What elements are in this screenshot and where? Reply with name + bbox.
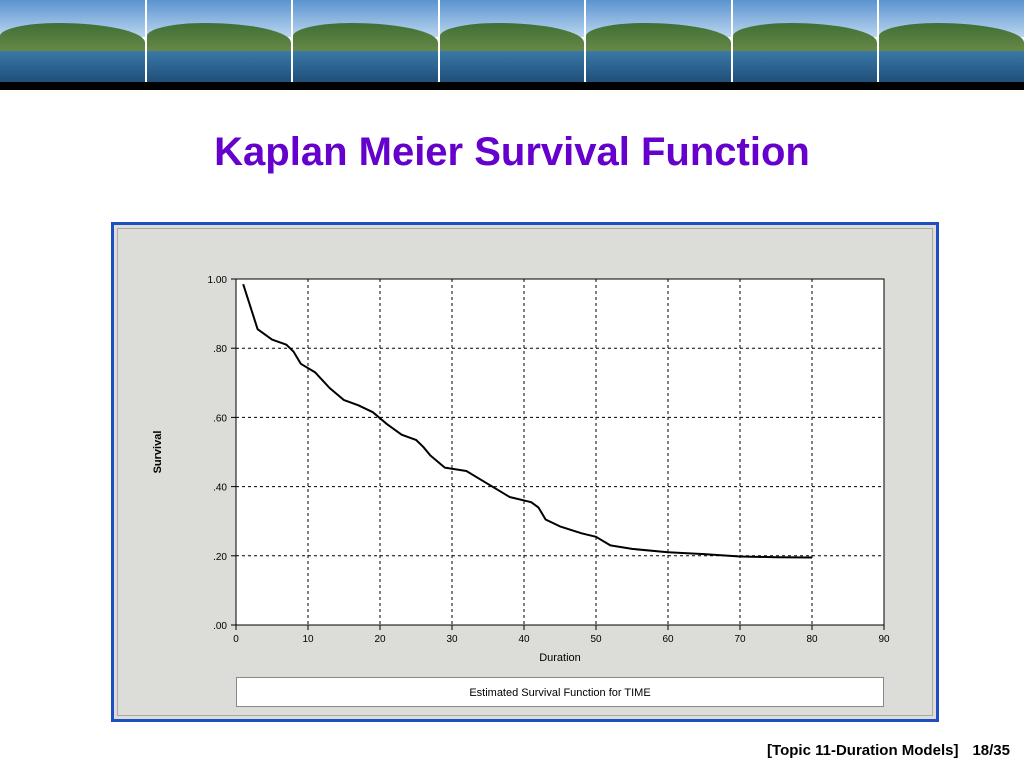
banner-photo [146, 0, 292, 82]
x-tick-label: 10 [302, 634, 314, 645]
x-tick-label: 80 [806, 634, 818, 645]
survival-chart: 0 10 20 30 40 50 60 70 80 90 .00 .20 .40 .60 .80 1.00 Du… [152, 275, 890, 664]
x-axis-label: Duration [539, 652, 581, 664]
x-tick-label: 30 [446, 634, 458, 645]
x-tick-label: 70 [734, 634, 746, 645]
banner-photo-strip [0, 0, 1024, 82]
slide-title: Kaplan Meier Survival Function [214, 130, 810, 174]
x-tick-label: 60 [662, 634, 674, 645]
chart-panel: 0 10 20 30 40 50 60 70 80 90 .00 .20 .40 .60 .80 1.00 Du… [117, 228, 933, 716]
x-tick-label: 40 [518, 634, 530, 645]
y-tick-label: .20 [213, 552, 227, 563]
plot-area [235, 278, 885, 626]
chart-frame: 0 10 20 30 40 50 60 70 80 90 .00 .20 .40 .60 .80 1.00 Du… [111, 222, 939, 722]
banner-photo [586, 0, 731, 82]
y-tick-label: .60 [213, 413, 227, 424]
banner-photo [732, 0, 878, 82]
footer-page-number: 18/35 [972, 742, 1010, 759]
banner-divider [0, 82, 1024, 90]
x-tick-label: 90 [878, 634, 890, 645]
x-tick-label: 50 [590, 634, 602, 645]
banner-photo [293, 0, 438, 82]
banner-photo [439, 0, 585, 82]
y-tick-label: 1.00 [208, 275, 228, 286]
x-tick-label: 20 [374, 634, 386, 645]
banner-photo [879, 0, 1024, 82]
banner-photo [0, 0, 145, 82]
y-tick-label: .00 [213, 621, 227, 632]
x-tick-label: 0 [233, 634, 239, 645]
chart-caption: Estimated Survival Function for TIME [236, 677, 884, 707]
y-tick-label: .40 [213, 483, 227, 494]
survival-curve [242, 283, 813, 559]
y-tick-label: .80 [213, 344, 227, 355]
footer-topic: [Topic 11-Duration Models] [767, 742, 959, 759]
slide-footer: [Topic 11-Duration Models] 18/35 [767, 742, 1010, 759]
y-axis-label: Survival [152, 431, 164, 474]
